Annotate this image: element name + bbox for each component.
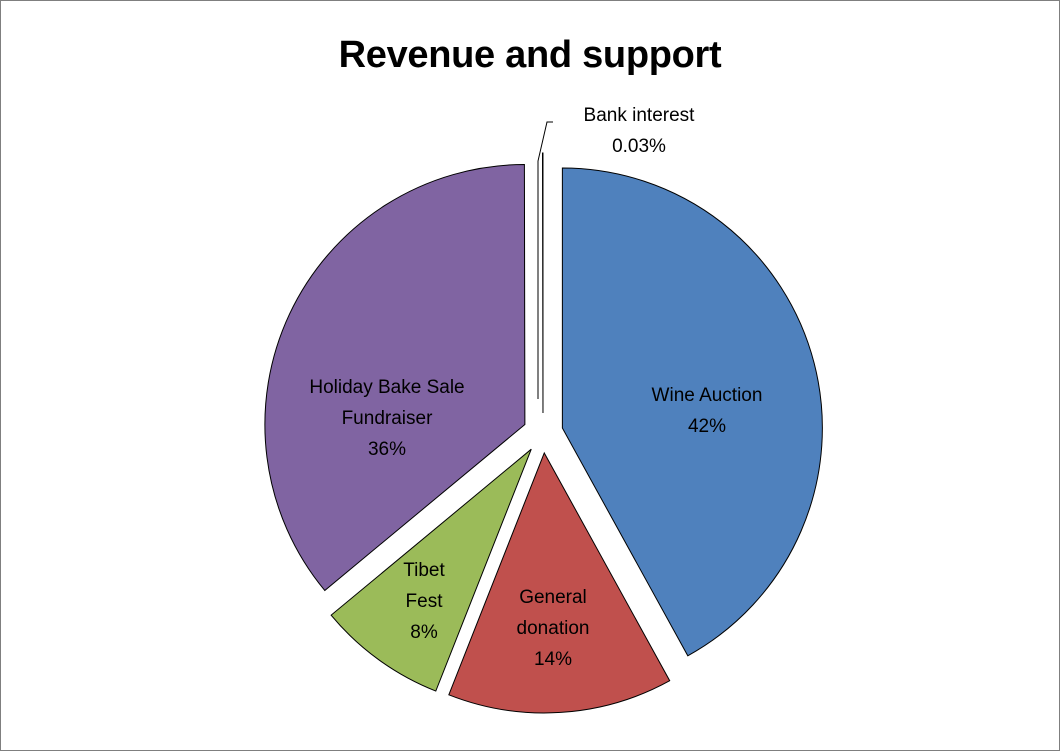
chart-title: Revenue and support: [338, 34, 722, 76]
data-label-general-donation: General donation 14%: [517, 587, 590, 670]
bank-interest-leader-line: [537, 121, 553, 399]
pie-slice-general-donation: [448, 451, 671, 714]
pie-slice-wine-auction: [561, 167, 823, 657]
data-label-holiday-bake-sale-fundraiser: Holiday Bake Sale Fundraiser 36%: [309, 377, 464, 460]
pie-slice-tibet-fest: [330, 448, 532, 692]
pie-slice-holiday-bake-sale-fundraiser: [264, 164, 526, 592]
data-label-tibet-fest: Tibet Fest 8%: [403, 560, 445, 643]
data-label-wine-auction: Wine Auction 42%: [652, 385, 763, 437]
data-label-bank-interest: Bank interest 0.03%: [584, 105, 696, 157]
